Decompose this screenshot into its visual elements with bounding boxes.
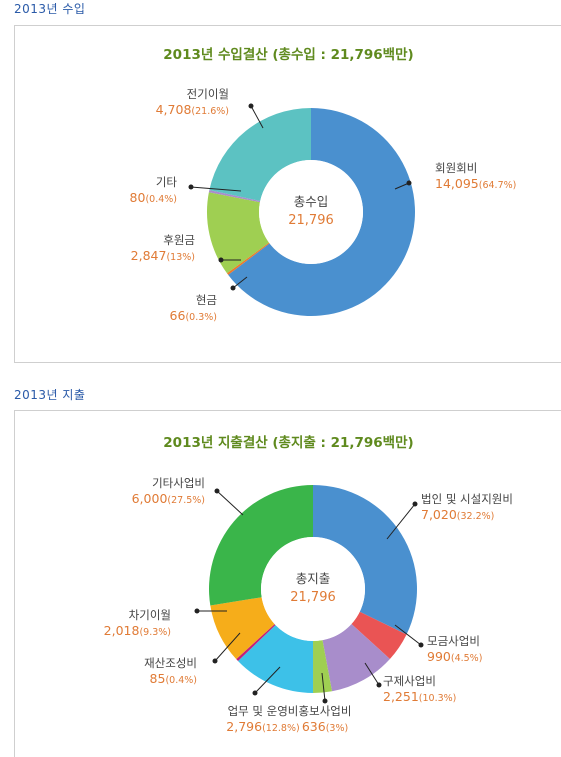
leader-dot <box>406 180 412 186</box>
slice-label-name: 회원회비 <box>435 161 477 175</box>
leader-dot <box>218 257 224 263</box>
slice-label-value: 85(0.4%) <box>150 671 197 686</box>
slice-label-name: 홍보사업비 <box>299 704 352 718</box>
leader-dot <box>252 690 258 696</box>
center-value: 21,796 <box>290 590 336 605</box>
slice-label-value: 2,251(10.3%) <box>383 689 456 704</box>
expense-chart-title: 2013년 지출결산 (총지출 : 21,796백만) <box>163 435 414 451</box>
leader-dot <box>188 184 194 190</box>
leader-dot <box>212 658 218 664</box>
pie-slice <box>208 189 261 203</box>
leader-dot <box>376 682 382 688</box>
slice-label-name: 법인 및 시설지원비 <box>421 492 513 506</box>
leader-line <box>394 182 410 190</box>
center-label: 총지출 <box>296 571 331 586</box>
leader-line <box>364 662 380 686</box>
expense-chart-panel: 2013년 지출결산 (총지출 : 21,796백만) 총지출 21,796 법인 … <box>14 410 561 757</box>
slice-label-name: 재산조성비 <box>144 656 197 670</box>
leader-line <box>216 490 244 516</box>
pie-slice <box>313 485 417 635</box>
slice-label-name: 기타사업비 <box>152 476 205 490</box>
pie-slice <box>209 107 311 201</box>
pie-slice <box>322 623 390 692</box>
slice-label-value: 990(4.5%) <box>427 649 482 664</box>
slice-label-name: 현금 <box>196 293 217 307</box>
pie-slice <box>207 192 269 274</box>
slice-label-name: 전기이월 <box>187 87 229 101</box>
leader-line <box>254 666 281 694</box>
slice-label-name: 구제사업비 <box>383 674 436 688</box>
leader-line <box>250 105 264 129</box>
section-heading-income: 2013년 수입 <box>14 2 86 16</box>
leader-dot <box>230 285 236 291</box>
slice-label-name: 기타 <box>156 175 178 189</box>
slice-label-value: 66(0.3%) <box>170 308 217 323</box>
center-value: 21,796 <box>288 213 334 228</box>
income-chart-panel: 2013년 수입결산 (총수입 : 21,796백만) 총수입 21,796 회원회… <box>14 25 561 363</box>
leader-line <box>321 672 326 702</box>
slice-label-name: 후원금 <box>163 233 195 247</box>
pie-slice <box>237 625 314 693</box>
section-heading-expense: 2013년 지출 <box>14 388 86 402</box>
donut-center <box>259 160 363 264</box>
pie-slice <box>228 108 415 316</box>
pie-slice <box>210 597 275 660</box>
leader-dot <box>412 501 418 507</box>
leader-line <box>394 624 422 646</box>
leader-line <box>190 186 242 192</box>
slice-label-value: 80(0.4%) <box>130 190 177 205</box>
slice-label-value: 4,708(21.6%) <box>156 102 229 117</box>
leader-line <box>214 632 241 662</box>
leader-line <box>232 276 248 289</box>
pie-slice <box>226 242 270 275</box>
slice-label-name: 업무 및 운영비 <box>228 704 299 718</box>
slice-label-value: 636(3%) <box>302 719 348 734</box>
slice-label-name: 차기이월 <box>129 608 171 622</box>
leader-dot <box>418 642 424 648</box>
income-chart-title: 2013년 수입결산 (총수입 : 21,796백만) <box>163 47 414 63</box>
pie-slice <box>313 640 332 693</box>
leader-dot <box>248 103 254 109</box>
pie-slice <box>236 624 276 662</box>
center-label: 총수입 <box>294 194 329 209</box>
pie-slice <box>209 485 313 606</box>
slice-label-value: 6,000(27.5%) <box>132 491 205 506</box>
leader-dot <box>194 608 200 614</box>
slice-label-value: 14,095(64.7%) <box>435 176 516 191</box>
pie-slice <box>351 611 407 659</box>
slice-label-value: 7,020(32.2%) <box>421 507 494 522</box>
slice-label-value: 2,018(9.3%) <box>104 623 171 638</box>
slice-label-name: 모금사업비 <box>427 634 480 648</box>
leader-dot <box>322 698 328 704</box>
slice-label-value: 2,796(12.8%) <box>226 719 299 734</box>
donut-center <box>261 537 365 641</box>
leader-dot <box>214 488 220 494</box>
leader-line <box>386 503 416 540</box>
slice-label-value: 2,847(13%) <box>131 248 195 263</box>
